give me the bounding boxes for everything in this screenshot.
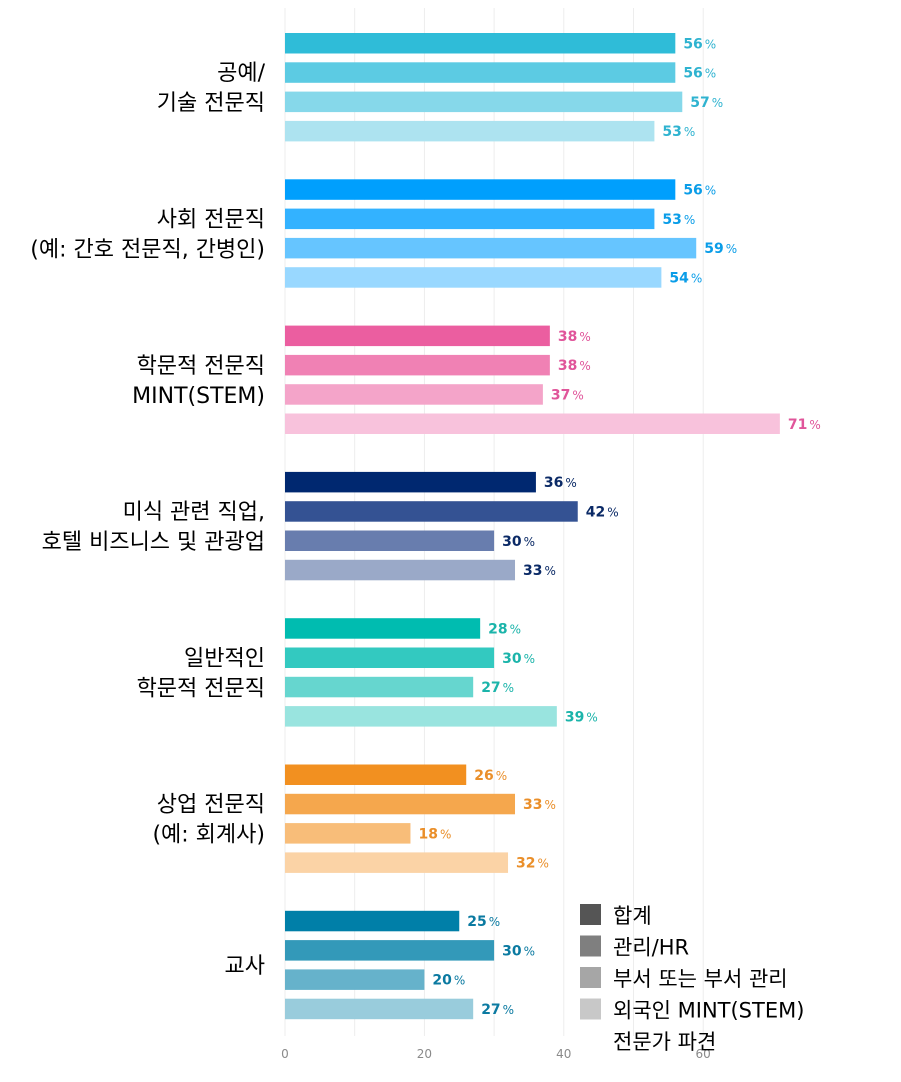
legend-swatch (580, 935, 601, 957)
bar (285, 706, 557, 727)
bars (285, 33, 780, 1020)
bar (285, 501, 578, 522)
value-label: 33% (523, 563, 556, 579)
value-label: 38% (558, 329, 591, 345)
value-label: 53% (662, 124, 695, 140)
value-label: 27% (481, 680, 514, 696)
bar (285, 647, 495, 668)
bar (285, 998, 474, 1020)
value-label: 56% (683, 66, 716, 82)
bar (285, 852, 509, 873)
category-label: 교사 (225, 954, 265, 979)
category-label: 사회 전문직 (157, 208, 265, 233)
bar (285, 969, 425, 990)
bar (285, 208, 655, 230)
category-label: 기술 전문직 (157, 91, 265, 116)
category-label: 학문적 전문직 (137, 354, 265, 379)
x-tick-label: 60 (696, 1047, 711, 1061)
bar (285, 618, 481, 639)
bar (285, 33, 676, 54)
legend-label: 관리/HR (613, 936, 689, 960)
value-label: 71% (788, 417, 821, 433)
category-label: (예: 회계사) (152, 823, 265, 848)
category-label: 상업 전문직 (157, 793, 265, 818)
bar (285, 267, 662, 288)
legend-label: 외국인 MINT(STEM) (613, 999, 804, 1023)
value-label: 54% (669, 270, 702, 286)
value-label: 42% (586, 504, 619, 520)
bar (285, 413, 780, 434)
category-label: 공예/ (217, 61, 265, 86)
value-label: 37% (551, 387, 584, 403)
x-tick-label: 40 (556, 1047, 571, 1061)
value-label: 25% (467, 914, 500, 930)
category-label: 학문적 전문직 (137, 676, 265, 701)
bar (285, 179, 676, 200)
legend-swatch (580, 904, 601, 925)
bar (285, 793, 516, 815)
value-label: 33% (523, 797, 556, 813)
bar (285, 764, 467, 785)
x-tick-label: 20 (417, 1047, 432, 1061)
value-label: 56% (683, 183, 716, 199)
x-tick-label: 0 (281, 1047, 289, 1061)
value-label: 27% (481, 1002, 514, 1018)
value-label: 56% (683, 36, 716, 52)
bar (285, 384, 543, 405)
value-label: 30% (502, 943, 535, 959)
bar (285, 910, 460, 932)
bar (285, 530, 495, 551)
category-label: MINT(STEM) (132, 384, 265, 409)
bar (285, 91, 683, 113)
category-label: 호텔 비즈니스 및 관광업 (42, 530, 265, 555)
bar (285, 940, 495, 961)
legend-label: 전문가 파견 (613, 1030, 716, 1054)
category-label: 일반적인 (184, 646, 265, 671)
legend-swatch (580, 998, 601, 1020)
value-label: 39% (565, 709, 598, 725)
bar (285, 823, 411, 844)
value-label: 38% (558, 358, 591, 374)
value-label: 53% (662, 212, 695, 228)
value-label: 57% (690, 95, 723, 111)
value-label: 28% (488, 621, 521, 637)
bar (285, 676, 474, 698)
category-label: (예: 간호 전문직, 간병인) (30, 238, 265, 263)
value-label: 59% (704, 241, 737, 257)
value-label: 30% (502, 651, 535, 667)
value-label: 30% (502, 534, 535, 550)
labels: 0 20 40 60 56 % 56 % 57 % 53 % 공예/기술 전문직 56 % 53 % 59 %54%… (30, 36, 820, 1061)
bar (285, 325, 550, 347)
bar (285, 62, 676, 83)
value-label: 20% (432, 973, 465, 989)
bar (285, 237, 697, 259)
legend-label: 합계 (613, 904, 652, 928)
value-label: 36% (544, 475, 577, 491)
bar (285, 559, 516, 581)
legend-swatch (580, 967, 601, 988)
bar (285, 354, 550, 376)
legend-label: 부서 또는 부서 관리 (613, 967, 788, 991)
grid-lines (284, 8, 704, 1036)
category-label: 미식 관련 직업, (123, 500, 265, 525)
value-label: 32% (516, 856, 549, 872)
value-label: 18% (418, 826, 451, 842)
bar (285, 120, 655, 142)
value-label: 26% (474, 768, 507, 784)
bar (285, 471, 536, 493)
